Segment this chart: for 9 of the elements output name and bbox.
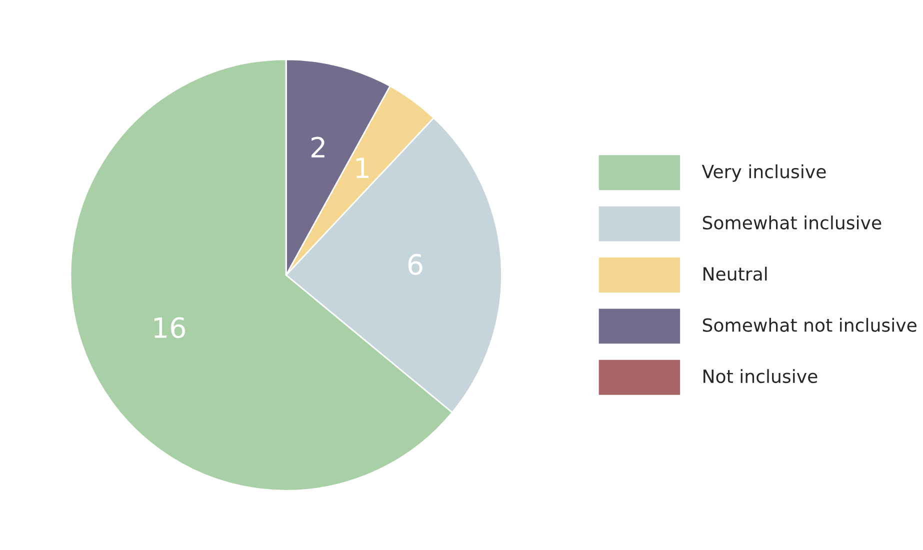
data-label: 16 — [154, 317, 186, 338]
legend-label: Somewhat inclusive — [702, 216, 882, 230]
data-label: 6 — [408, 254, 422, 275]
legend-label: Neutral — [704, 266, 767, 281]
legend-label: Very inclusive — [702, 164, 826, 182]
legend-label: Not inclusive — [704, 369, 818, 384]
data-label: 2 — [312, 136, 324, 158]
legend-label: Somewhat not inclusive — [702, 318, 916, 332]
data-label: 1 — [356, 158, 368, 178]
